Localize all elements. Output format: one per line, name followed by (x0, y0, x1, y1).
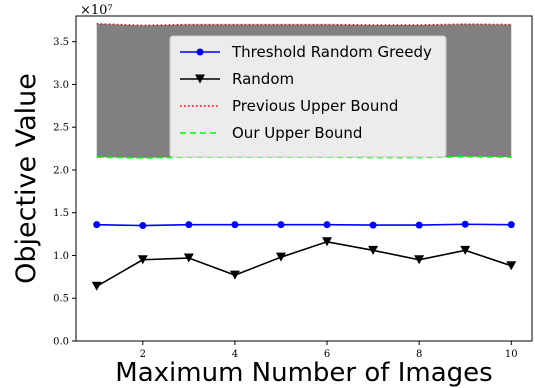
point-threshold-random-greedy (415, 221, 423, 229)
point-random (275, 252, 286, 262)
y-tick-label: 0.5 (53, 294, 69, 305)
axes-frame (75, 15, 533, 342)
y-tick-label: 2.0 (53, 165, 69, 176)
y-tick-label: 3.0 (53, 80, 69, 91)
point-threshold-random-greedy (93, 221, 101, 229)
legend-label: Threshold Random Greedy (231, 43, 432, 61)
x-tick-label: 8 (416, 349, 422, 360)
point-random (91, 281, 102, 291)
legend: Threshold Random Greedy Random Previous Up… (169, 35, 447, 158)
point-random (368, 245, 379, 255)
y-tick-label: 3.5 (53, 37, 69, 48)
x-tick-label: 10 (505, 349, 518, 360)
series-line-previous-upper-bound (96, 22, 512, 27)
y-tick-label: 2.5 (53, 123, 69, 134)
point-random (183, 253, 194, 263)
y-axis-scale-label: ×10⁷ (80, 3, 113, 18)
point-random (137, 255, 148, 265)
legend-box (169, 35, 447, 158)
point-threshold-random-greedy (231, 221, 239, 229)
point-threshold-random-greedy (139, 222, 147, 230)
series-line-threshold-random-greedy (96, 223, 512, 227)
x-tick-label: 6 (324, 349, 330, 360)
point-random (460, 245, 471, 255)
x-tick-label: 4 (232, 349, 238, 360)
point-threshold-random-greedy (461, 220, 469, 228)
point-threshold-random-greedy (277, 221, 285, 229)
legend-marker (195, 74, 205, 84)
point-threshold-random-greedy (369, 221, 377, 229)
y-tick-label: 0.0 (53, 337, 69, 348)
point-random (322, 237, 333, 247)
legend-label: Random (232, 70, 294, 88)
series-line-random (96, 240, 512, 287)
y-tick-label: 1.0 (53, 251, 69, 262)
point-threshold-random-greedy (507, 221, 515, 229)
x-axis-label: Maximum Number of Images (115, 358, 492, 388)
legend-label: Our Upper Bound (232, 124, 362, 142)
point-random (229, 270, 240, 280)
y-axis-label: Objective Value (11, 73, 42, 284)
y-tick-label: 1.5 (53, 208, 69, 219)
point-random (414, 255, 425, 265)
legend-marker (196, 48, 204, 56)
legend-label: Previous Upper Bound (232, 97, 398, 115)
point-threshold-random-greedy (185, 221, 193, 229)
point-threshold-random-greedy (323, 221, 331, 229)
x-tick-label: 2 (140, 349, 146, 360)
point-random (506, 261, 517, 271)
